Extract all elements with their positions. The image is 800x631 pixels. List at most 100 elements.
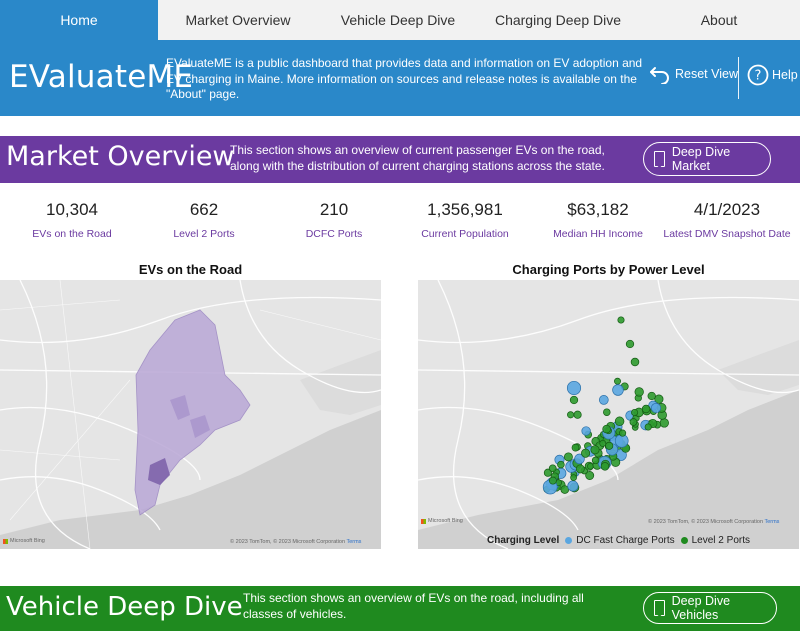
level2-charger-marker[interactable] bbox=[585, 471, 595, 480]
legend-dcfc-label[interactable]: DC Fast Charge Ports bbox=[576, 535, 675, 546]
dcfc-charger-marker[interactable] bbox=[567, 480, 579, 492]
kpi-value: 1,356,981 bbox=[427, 200, 503, 219]
kpi-value: 662 bbox=[189, 200, 219, 219]
level2-charger-marker[interactable] bbox=[619, 429, 627, 437]
app-header: EValuateME EValuateME is a public dashbo… bbox=[0, 40, 800, 116]
kpi-level2-ports: 662 Level 2 Ports bbox=[146, 200, 262, 240]
legend-level2-label[interactable]: Level 2 Ports bbox=[691, 535, 750, 546]
tab-market-overview[interactable]: Market Overview bbox=[185, 12, 291, 28]
level2-charger-marker[interactable] bbox=[641, 404, 651, 414]
level2-charger-marker[interactable] bbox=[567, 411, 575, 419]
level2-charger-marker[interactable] bbox=[644, 423, 652, 431]
level2-charger-marker[interactable] bbox=[557, 460, 565, 469]
map-copyright: © 2023 TomTom, © 2023 Microsoft Corporat… bbox=[648, 519, 780, 525]
app-logo: EValuateME bbox=[9, 59, 194, 95]
level2-charger-marker[interactable] bbox=[600, 462, 610, 471]
kpi-label: Median HH Income bbox=[553, 228, 643, 240]
legend-title: Charging Level bbox=[487, 535, 560, 546]
dcfc-charger-marker[interactable] bbox=[581, 426, 591, 436]
level2-charger-marker[interactable] bbox=[569, 395, 579, 405]
level2-charger-marker[interactable] bbox=[614, 416, 625, 427]
dcfc-charger-marker[interactable] bbox=[566, 380, 582, 396]
legend-dcfc-swatch bbox=[565, 537, 573, 544]
level2-charger-marker[interactable] bbox=[570, 474, 577, 481]
dcfc-charger-marker[interactable] bbox=[650, 402, 662, 414]
level2-charger-marker[interactable] bbox=[629, 418, 638, 426]
level2-charger-marker[interactable] bbox=[614, 377, 621, 385]
tab-home[interactable]: Home bbox=[0, 0, 158, 40]
map-terms-link[interactable]: Terms bbox=[346, 539, 362, 545]
tab-vehicle-deep-dive[interactable]: Vehicle Deep Dive bbox=[340, 12, 456, 28]
kpi-evs-on-road: 10,304 EVs on the Road bbox=[14, 200, 130, 240]
kpi-dcfc-ports: 210 DCFC Ports bbox=[276, 200, 392, 240]
level2-charger-marker[interactable] bbox=[563, 452, 573, 462]
map-terms-link[interactable]: Terms bbox=[764, 519, 780, 525]
deep-dive-market-button[interactable]: Deep Dive Market bbox=[643, 142, 771, 176]
vehicle-deep-dive-band: Vehicle Deep Dive This section shows an … bbox=[0, 586, 800, 631]
level2-charger-marker[interactable] bbox=[659, 418, 669, 428]
market-overview-description: This section shows an overview of curren… bbox=[230, 143, 605, 173]
level2-charger-marker[interactable] bbox=[602, 424, 611, 434]
kpi-label: DCFC Ports bbox=[305, 228, 363, 240]
market-overview-title: Market Overview bbox=[6, 141, 235, 172]
ev-map-title: EVs on the Road bbox=[138, 262, 243, 277]
map-attribution-logo: Microsoft Bing bbox=[421, 518, 463, 524]
level2-charger-marker[interactable] bbox=[543, 468, 552, 477]
level2-charger-marker[interactable] bbox=[591, 456, 600, 465]
ev-map[interactable]: Microsoft Bing © 2023 TomTom, © 2023 Mic… bbox=[0, 280, 381, 549]
level2-charger-marker[interactable] bbox=[630, 357, 640, 367]
kpi-value: 210 bbox=[319, 200, 349, 219]
kpi-current-population: 1,356,981 Current Population bbox=[406, 200, 524, 240]
help-label: Help bbox=[772, 68, 798, 82]
level2-charger-marker[interactable] bbox=[599, 439, 607, 447]
charging-map-title: Charging Ports by Power Level bbox=[512, 262, 705, 277]
level2-charger-marker[interactable] bbox=[573, 410, 582, 419]
ev-map-canvas bbox=[0, 280, 381, 549]
charging-map[interactable]: Microsoft Bing © 2023 TomTom, © 2023 Mic… bbox=[418, 280, 799, 549]
deep-dive-vehicles-label: Deep Dive Vehicles bbox=[671, 594, 731, 622]
level2-charger-marker[interactable] bbox=[605, 441, 614, 450]
help-icon: ? bbox=[747, 64, 769, 86]
deep-dive-vehicles-button[interactable]: Deep Dive Vehicles bbox=[643, 592, 777, 624]
vehicle-deep-dive-title: Vehicle Deep Dive bbox=[6, 592, 243, 622]
level2-charger-marker[interactable] bbox=[634, 387, 644, 397]
svg-text:?: ? bbox=[755, 69, 762, 84]
kpi-median-hh-income: $63,182 Median HH Income bbox=[538, 200, 658, 240]
reset-view-label: Reset View bbox=[675, 67, 738, 81]
market-overview-band: Market Overview This section shows an ov… bbox=[0, 136, 800, 183]
vehicle-deep-dive-description: This section shows an overview of EVs on… bbox=[243, 591, 584, 621]
level2-charger-marker[interactable] bbox=[654, 394, 664, 404]
dcfc-charger-marker[interactable] bbox=[598, 395, 609, 405]
level2-charger-marker[interactable] bbox=[617, 316, 625, 324]
bookmark-icon bbox=[654, 600, 665, 616]
level2-charger-marker[interactable] bbox=[575, 464, 585, 474]
level2-charger-marker[interactable] bbox=[625, 339, 635, 349]
header-divider bbox=[738, 57, 739, 99]
kpi-label: Level 2 Ports bbox=[173, 228, 235, 240]
map-copyright: © 2023 TomTom, © 2023 Microsoft Corporat… bbox=[230, 539, 362, 545]
legend-level2-swatch bbox=[680, 537, 688, 544]
level2-charger-marker[interactable] bbox=[571, 443, 580, 452]
level2-charger-marker[interactable] bbox=[647, 391, 656, 401]
kpi-value: 4/1/2023 bbox=[693, 200, 761, 219]
dcfc-charger-marker[interactable] bbox=[574, 453, 585, 465]
kpi-dmv-snapshot-date: 4/1/2023 Latest DMV Snapshot Date bbox=[662, 200, 792, 240]
undo-icon bbox=[650, 67, 669, 84]
level2-charger-marker[interactable] bbox=[590, 445, 600, 455]
level2-charger-marker[interactable] bbox=[587, 462, 594, 470]
kpi-value: 10,304 bbox=[46, 200, 98, 219]
dcfc-charger-marker[interactable] bbox=[612, 384, 624, 396]
kpi-value: $63,182 bbox=[567, 200, 629, 219]
level2-charger-marker[interactable] bbox=[631, 408, 639, 417]
charging-map-canvas bbox=[418, 280, 799, 549]
tab-about[interactable]: About bbox=[700, 12, 738, 28]
tab-charging-deep-dive[interactable]: Charging Deep Dive bbox=[494, 12, 622, 28]
level2-charger-marker[interactable] bbox=[581, 448, 591, 458]
reset-view-button[interactable]: Reset View bbox=[649, 64, 738, 84]
level2-charger-marker[interactable] bbox=[548, 476, 557, 485]
help-button[interactable]: ? Help bbox=[747, 64, 798, 86]
level2-charger-marker[interactable] bbox=[548, 464, 557, 473]
bookmark-icon bbox=[654, 151, 665, 167]
map-attribution-logo: Microsoft Bing bbox=[3, 538, 45, 544]
level2-charger-marker[interactable] bbox=[603, 408, 611, 416]
